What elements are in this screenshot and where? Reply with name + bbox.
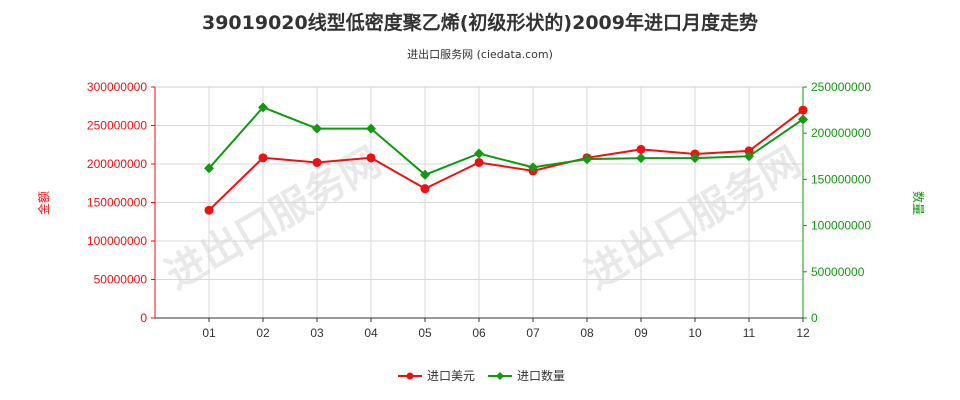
plot-area: 0 50000000 100000000 150000000 200000000 2500… bbox=[87, 80, 871, 340]
data-point-usd bbox=[366, 153, 376, 163]
series-line-usd bbox=[208, 109, 804, 211]
data-point-usd bbox=[420, 184, 430, 194]
data-point-usd bbox=[258, 153, 268, 163]
chart-title: 39019020线型低密度聚乙烯(初级形状的)2009年进口月度走势 bbox=[202, 11, 758, 34]
data-point-quantity bbox=[258, 102, 268, 113]
x-tick-label: 02 bbox=[256, 326, 270, 340]
data-point-quantity bbox=[582, 154, 592, 165]
data-point-usd bbox=[744, 146, 754, 156]
data-point-usd bbox=[312, 157, 322, 167]
y-right-tick-label: 150000000 bbox=[811, 172, 871, 186]
series-line-quantity bbox=[208, 106, 804, 176]
data-point-usd bbox=[474, 157, 484, 167]
data-point-quantity bbox=[690, 153, 700, 164]
data-point-quantity bbox=[744, 151, 754, 162]
legend-label: 进口数量 bbox=[517, 368, 565, 383]
data-point-usd bbox=[636, 144, 646, 154]
data-point-usd bbox=[798, 105, 808, 115]
y-left-tick-label: 300000000 bbox=[87, 80, 147, 94]
legend-marker-diamond bbox=[496, 372, 504, 380]
y-left-tick-label: 150000000 bbox=[87, 196, 147, 210]
y-left-tick-label: 200000000 bbox=[87, 157, 147, 171]
legend-marker-circle bbox=[406, 372, 414, 380]
x-tick-label: 01 bbox=[202, 326, 216, 340]
chart-subtitle: 进出口服务网 (ciedata.com) bbox=[407, 47, 553, 61]
x-tick-label: 05 bbox=[418, 326, 432, 340]
watermark-text: 进出口服务网 bbox=[158, 139, 389, 299]
data-point-usd bbox=[204, 205, 214, 215]
data-point-quantity bbox=[636, 153, 646, 164]
data-point-quantity bbox=[474, 148, 484, 159]
x-tick-label: 10 bbox=[688, 326, 702, 340]
y-right-tick-label: 200000000 bbox=[811, 126, 871, 140]
y-left-tick-label: 250000000 bbox=[87, 119, 147, 133]
data-point-quantity bbox=[420, 169, 430, 180]
y-left-tick-label: 0 bbox=[140, 311, 147, 325]
data-point-quantity bbox=[204, 163, 214, 174]
x-tick-label: 03 bbox=[310, 326, 324, 340]
x-tick-label: 07 bbox=[526, 326, 540, 340]
x-tick-label: 11 bbox=[743, 326, 756, 340]
data-point-quantity bbox=[798, 114, 808, 125]
y-right-tick-label: 50000000 bbox=[811, 265, 865, 279]
y-left-tick-label: 50000000 bbox=[94, 273, 148, 287]
x-tick-label: 04 bbox=[364, 326, 378, 340]
y-axis-left-label: 金额 bbox=[36, 191, 51, 215]
watermark-text: 进出口服务网 bbox=[578, 139, 809, 299]
data-point-quantity bbox=[366, 123, 376, 134]
x-tick-label: 06 bbox=[472, 326, 486, 340]
data-point-quantity bbox=[312, 123, 322, 134]
legend-label: 进口美元 bbox=[427, 369, 475, 383]
x-tick-label: 12 bbox=[796, 326, 810, 340]
y-right-tick-label: 100000000 bbox=[811, 219, 871, 233]
y-axis-right-label: 数量 bbox=[911, 191, 926, 215]
x-tick-label: 08 bbox=[580, 326, 594, 340]
y-right-tick-label: 250000000 bbox=[811, 80, 871, 94]
y-right-tick-label: 0 bbox=[811, 311, 818, 325]
legend: 进口美元 进口数量 bbox=[398, 368, 565, 383]
x-tick-label: 09 bbox=[634, 326, 648, 340]
data-point-quantity bbox=[528, 162, 538, 173]
y-left-tick-label: 100000000 bbox=[87, 234, 147, 248]
